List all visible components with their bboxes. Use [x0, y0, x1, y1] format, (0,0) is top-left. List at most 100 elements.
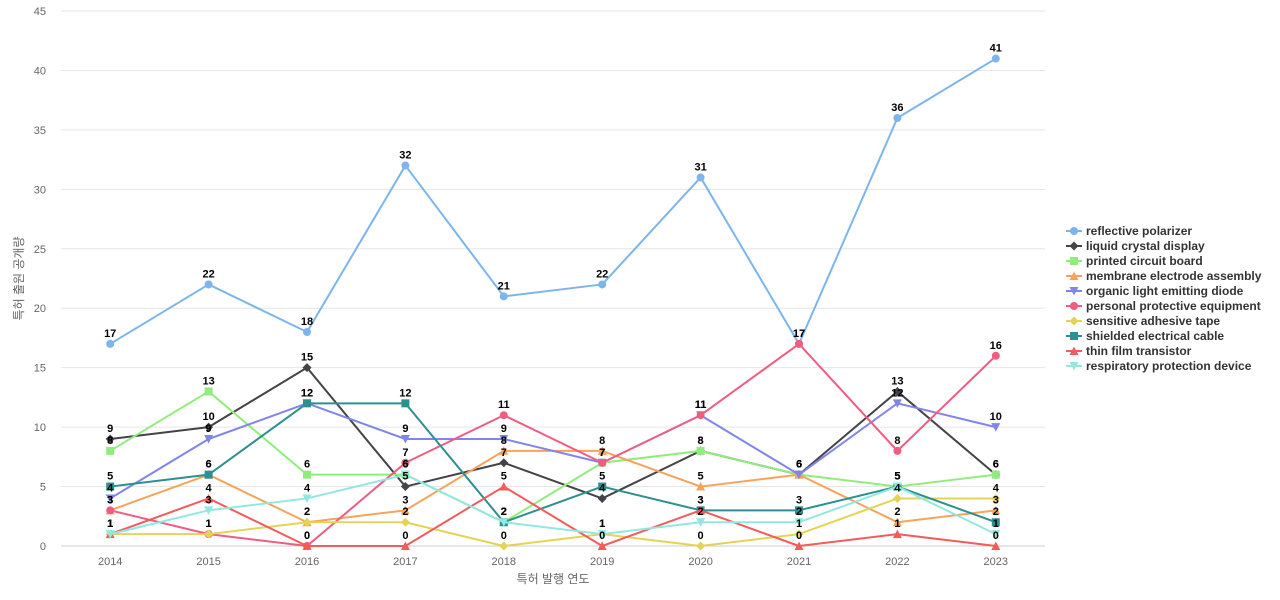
- data-point[interactable]: [795, 506, 803, 515]
- data-point[interactable]: [696, 446, 705, 455]
- legend-label: liquid crystal display: [1086, 239, 1205, 253]
- data-point[interactable]: [991, 351, 1000, 360]
- data-point[interactable]: [892, 517, 902, 527]
- data-point[interactable]: [794, 529, 804, 539]
- data-label: 6: [402, 459, 408, 471]
- data-point[interactable]: [794, 541, 804, 551]
- data-label: 11: [498, 399, 510, 411]
- data-point[interactable]: [499, 458, 509, 468]
- data-point[interactable]: [696, 518, 706, 527]
- data-point[interactable]: [696, 505, 706, 515]
- data-point[interactable]: [400, 435, 410, 444]
- data-point[interactable]: [499, 541, 509, 551]
- data-label: 6: [206, 459, 212, 471]
- data-point[interactable]: [598, 482, 607, 491]
- data-point[interactable]: [991, 530, 1001, 539]
- data-point[interactable]: [105, 494, 115, 503]
- data-point[interactable]: [892, 386, 902, 396]
- legend-item[interactable]: reflective polarizer: [1066, 224, 1192, 238]
- data-point[interactable]: [302, 517, 312, 527]
- data-point[interactable]: [401, 458, 410, 467]
- data-point[interactable]: [303, 328, 311, 336]
- data-point[interactable]: [597, 446, 607, 455]
- data-point[interactable]: [204, 280, 213, 289]
- series-reflective-polarizer: [106, 54, 1000, 348]
- data-point[interactable]: [302, 363, 312, 373]
- data-point[interactable]: [499, 411, 508, 420]
- data-point[interactable]: [303, 470, 311, 479]
- data-point[interactable]: [696, 541, 706, 551]
- data-point[interactable]: [597, 541, 607, 551]
- data-point[interactable]: [204, 387, 213, 396]
- data-point[interactable]: [598, 458, 607, 467]
- data-label: 4: [894, 482, 901, 494]
- data-label: 2: [501, 506, 507, 518]
- data-point[interactable]: [204, 422, 214, 432]
- data-point[interactable]: [794, 470, 804, 480]
- data-point[interactable]: [991, 493, 1001, 503]
- data-label: 12: [301, 387, 313, 399]
- legend-item[interactable]: membrane electrode assembly: [1066, 269, 1262, 283]
- data-point[interactable]: [893, 446, 902, 455]
- data-point[interactable]: [400, 505, 410, 515]
- data-point[interactable]: [105, 530, 115, 539]
- data-point[interactable]: [204, 435, 214, 444]
- data-point[interactable]: [892, 529, 902, 539]
- data-point[interactable]: [302, 541, 312, 551]
- data-point[interactable]: [204, 529, 214, 539]
- series-line: [109, 57, 997, 345]
- data-point[interactable]: [303, 399, 311, 408]
- data-point[interactable]: [400, 517, 410, 527]
- data-point[interactable]: [400, 470, 410, 480]
- legend-item[interactable]: sensitive adhesive tape: [1066, 314, 1220, 328]
- data-point[interactable]: [892, 493, 902, 503]
- data-point[interactable]: [991, 505, 1001, 515]
- data-point[interactable]: [893, 114, 902, 122]
- legend-item[interactable]: thin film transistor: [1066, 344, 1192, 358]
- x-tick-label: 2022: [885, 556, 909, 568]
- data-point[interactable]: [105, 434, 115, 444]
- data-point[interactable]: [204, 470, 213, 479]
- data-point[interactable]: [991, 518, 1000, 527]
- data-point[interactable]: [795, 339, 803, 348]
- data-point[interactable]: [499, 518, 509, 527]
- legend-item[interactable]: personal protective equipment: [1066, 299, 1261, 313]
- data-point[interactable]: [401, 161, 410, 170]
- data-point[interactable]: [892, 399, 902, 408]
- data-point[interactable]: [991, 470, 1000, 479]
- data-point[interactable]: [400, 482, 410, 492]
- data-point[interactable]: [598, 280, 607, 289]
- data-point[interactable]: [991, 541, 1001, 551]
- legend-item[interactable]: organic light emitting diode: [1066, 284, 1244, 298]
- data-point[interactable]: [499, 446, 509, 455]
- data-point[interactable]: [204, 506, 214, 515]
- data-point[interactable]: [499, 482, 509, 491]
- data-point[interactable]: [597, 530, 607, 539]
- data-point[interactable]: [991, 423, 1001, 432]
- data-point[interactable]: [991, 54, 1000, 63]
- data-point[interactable]: [106, 506, 115, 515]
- data-point[interactable]: [597, 493, 607, 503]
- data-point[interactable]: [106, 446, 115, 455]
- data-point[interactable]: [106, 339, 115, 348]
- legend-item[interactable]: respiratory protection device: [1066, 359, 1252, 373]
- data-point[interactable]: [499, 292, 508, 301]
- legend-symbol: [1069, 316, 1079, 326]
- data-point[interactable]: [696, 411, 705, 420]
- legend-item[interactable]: shielded electrical cable: [1066, 329, 1224, 343]
- data-point[interactable]: [794, 518, 804, 527]
- legend-item[interactable]: liquid crystal display: [1066, 239, 1205, 253]
- data-point[interactable]: [892, 482, 902, 492]
- data-point[interactable]: [696, 173, 705, 182]
- series-line: [109, 342, 997, 547]
- data-point[interactable]: [696, 482, 706, 491]
- data-point[interactable]: [401, 399, 410, 408]
- data-point[interactable]: [499, 435, 509, 444]
- data-point[interactable]: [302, 494, 312, 503]
- data-point[interactable]: [400, 541, 410, 551]
- legend-item[interactable]: printed circuit board: [1066, 254, 1203, 268]
- data-point[interactable]: [106, 482, 115, 491]
- data-point[interactable]: [204, 493, 214, 503]
